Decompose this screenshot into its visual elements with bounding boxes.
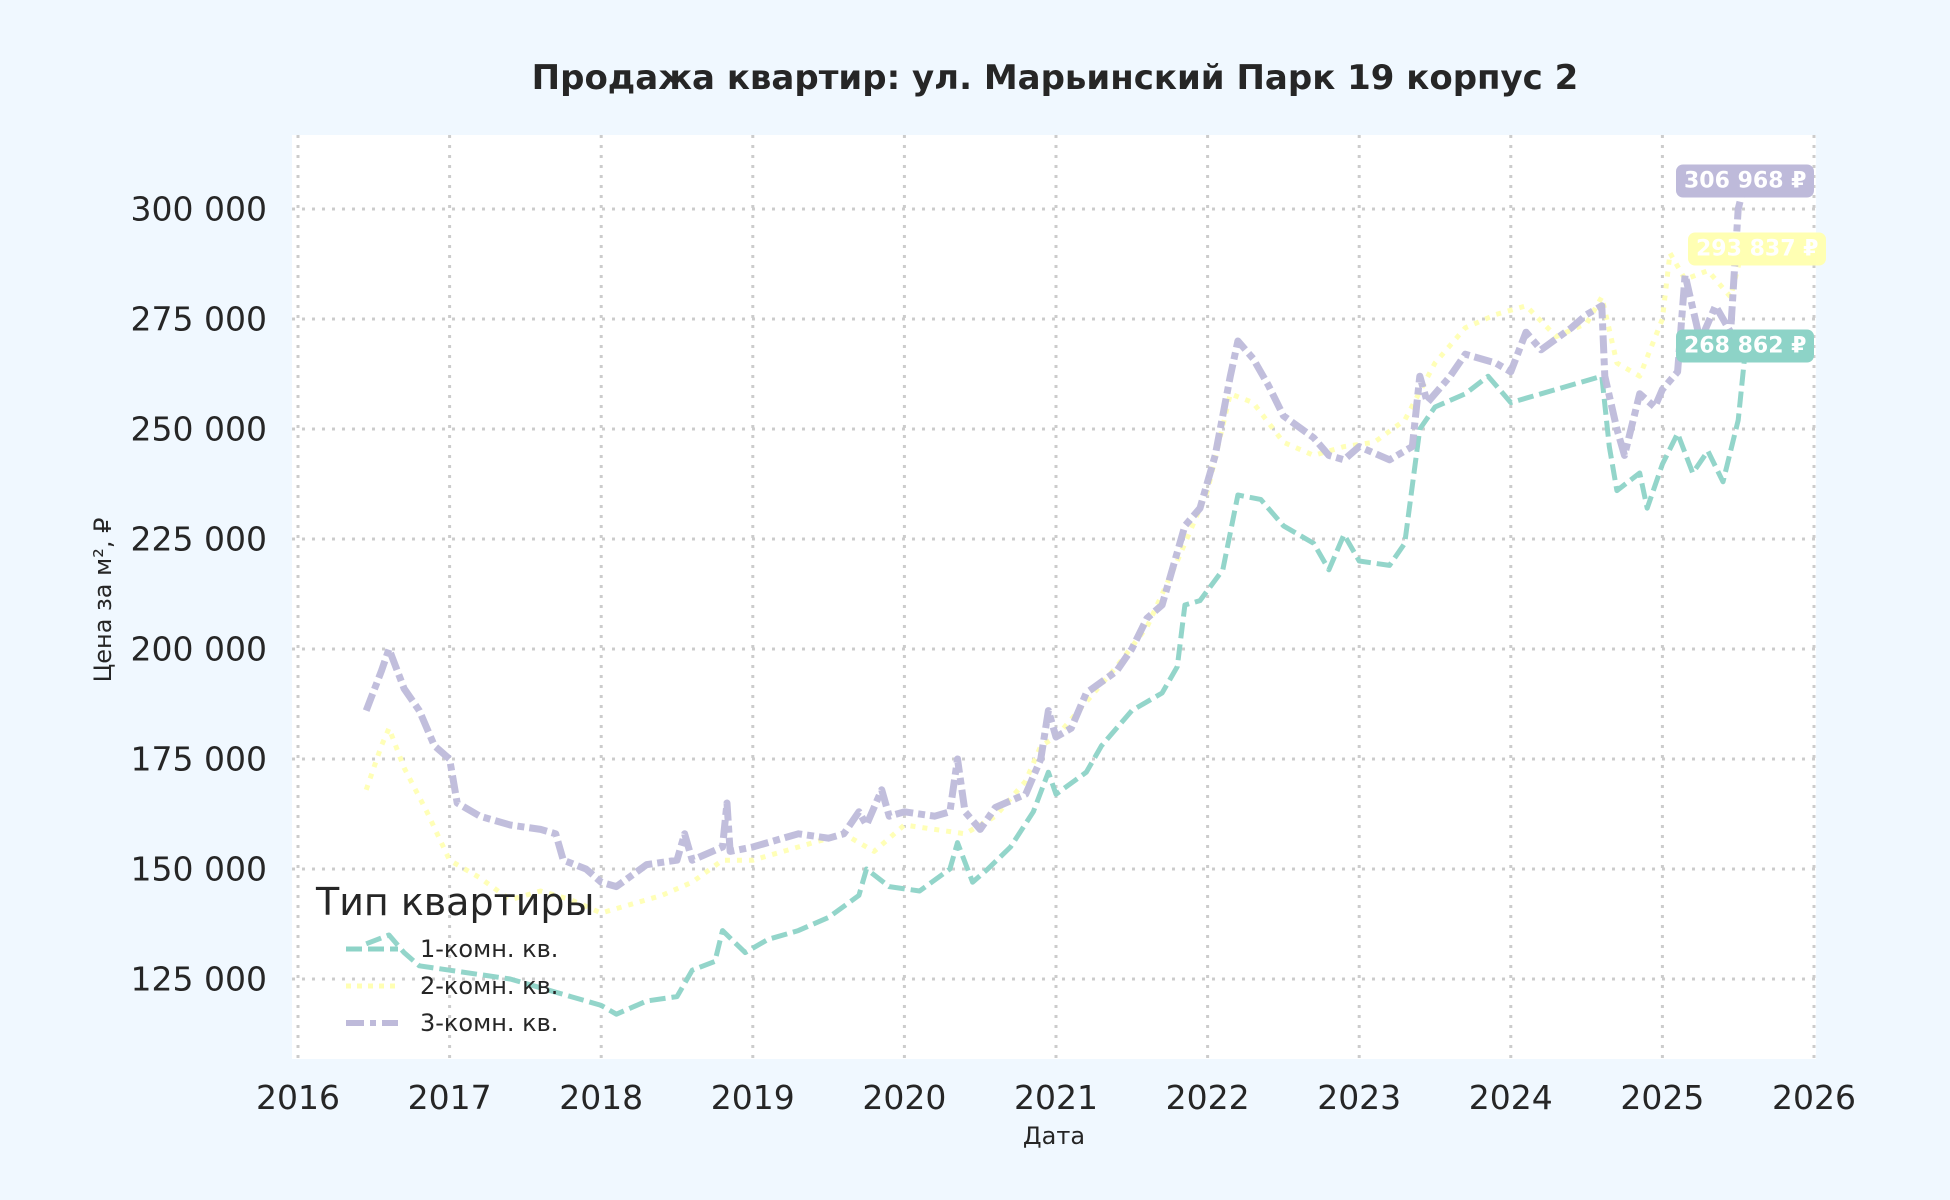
chart-title: Продажа квартир: ул. Марьинский Парк 19 …	[531, 58, 1579, 98]
last-value-label-3room: 306 968 ₽	[1676, 164, 1815, 198]
x-tick-label: 2017	[407, 1078, 492, 1117]
x-tick-label: 2016	[256, 1078, 340, 1117]
series-line	[362, 177, 1750, 891]
y-tick-label: 300 000	[130, 189, 267, 229]
plot-background	[292, 135, 1816, 1059]
y-tick-label: 125 000	[130, 959, 267, 999]
y-tick-label: 150 000	[130, 849, 267, 889]
y-axis-label: Цена за м², ₽	[89, 517, 117, 683]
series-lines	[362, 177, 1750, 1017]
dashed-line-icon	[346, 1019, 398, 1026]
last-value-label-2room: 293 837 ₽	[1688, 232, 1827, 266]
legend-title: Тип квартиры	[316, 880, 595, 924]
legend: Тип квартиры 1-комн. кв. 2-комн. кв. 3-к…	[316, 880, 595, 1041]
dotted-line-icon	[346, 983, 398, 988]
x-tick-label: 2025	[1620, 1078, 1705, 1117]
last-value-label-1room: 268 862 ₽	[1676, 329, 1815, 363]
legend-item-2room: 2-комн. кв.	[346, 967, 595, 1004]
dashed-line-icon	[346, 946, 398, 951]
legend-item-1room: 1-комн. кв.	[346, 930, 595, 967]
y-tick-label: 250 000	[130, 409, 267, 449]
x-tick-label: 2024	[1468, 1078, 1553, 1117]
grid-lines	[292, 135, 1816, 1059]
x-tick-label: 2020	[862, 1078, 947, 1117]
legend-item-3room: 3-комн. кв.	[346, 1004, 595, 1041]
legend-label: 2-комн. кв.	[420, 971, 559, 1000]
series-line	[363, 235, 1749, 916]
x-tick-label: 2026	[1772, 1078, 1856, 1117]
y-tick-label: 275 000	[130, 299, 267, 339]
x-tick-label: 2018	[559, 1078, 644, 1117]
y-tick-label: 200 000	[130, 629, 267, 669]
y-tick-label: 225 000	[130, 519, 267, 559]
legend-label: 1-комн. кв.	[420, 934, 559, 963]
x-tick-label: 2022	[1165, 1078, 1250, 1117]
x-tick-label: 2019	[710, 1078, 795, 1117]
series-line	[365, 345, 1749, 1017]
y-tick-label: 175 000	[130, 739, 267, 779]
x-tick-label: 2023	[1317, 1078, 1402, 1117]
legend-label: 3-комн. кв.	[420, 1008, 559, 1037]
x-tick-label: 2021	[1014, 1078, 1098, 1117]
x-axis-label: Дата	[1022, 1122, 1086, 1150]
